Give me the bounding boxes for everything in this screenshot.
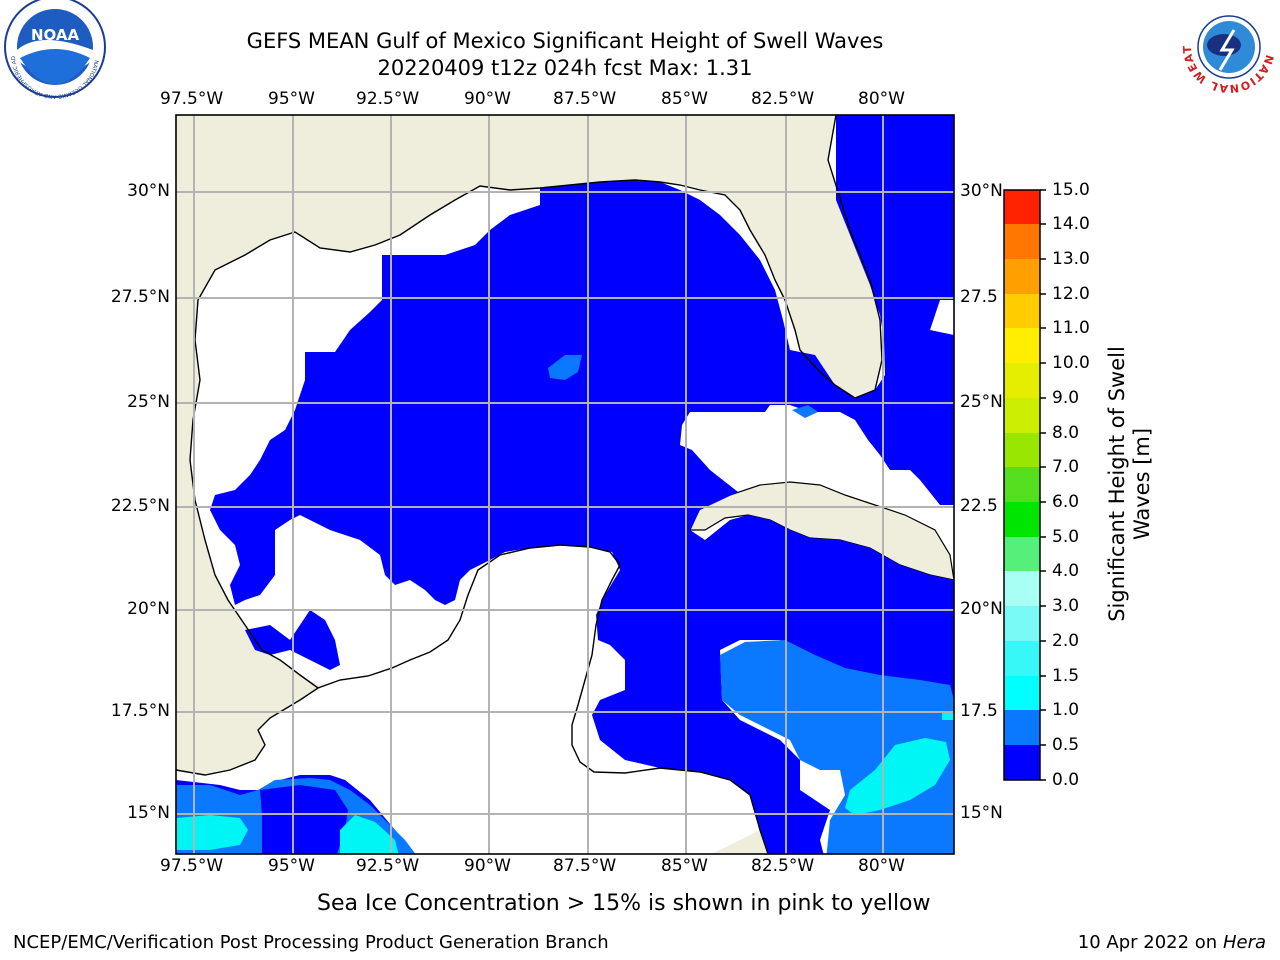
noaa-logo: NOAA NATIONAL OCEANIC AND ATMOSPHERIC AD… [0,0,106,99]
colorbar-tick: 14.0 [1052,214,1090,234]
lat-tick-right: 15°N [960,803,1003,823]
colorbar-tick: 0.0 [1052,770,1080,790]
svg-text:NATIONAL WEATHER SERVICE: NATIONAL WEATHER SERVICE [0,0,1276,95]
lon-tick-top: 87.5°W [553,89,617,109]
nws-logo: NATIONAL WEATHER SERVICE [0,0,1277,95]
lat-tick-left: 25°N [127,392,170,412]
colorbar-tick: 6.0 [1052,492,1080,512]
colorbar-tick: 2.0 [1052,631,1080,651]
colorbar-tick: 0.5 [1052,735,1080,755]
lon-tick-top: 90°W [464,89,511,109]
chart-subtitle: 20220409 t12z 024h fcst Max: 1.31 [377,56,753,80]
colorbar-tick: 3.0 [1052,596,1080,616]
colorbar-tick: 11.0 [1052,318,1090,338]
colorbar-tick: 13.0 [1052,249,1090,269]
lon-tick-bottom: 97.5°W [160,856,224,876]
colorbar-tick: 1.0 [1052,700,1080,720]
lon-tick-bottom: 95°W [268,856,315,876]
colorbar-tick: 4.0 [1052,561,1080,581]
footer-host: Hera [1222,932,1266,953]
colorbar [1003,189,1046,781]
map-panel [175,114,955,855]
colorbar-tick: 9.0 [1052,388,1080,408]
colorbar-tick: 5.0 [1052,527,1080,547]
lat-tick-right: 22.5 [960,496,998,516]
lon-tick-bottom: 85°W [661,856,708,876]
lat-tick-left: 22.5°N [110,496,170,516]
lat-tick-left: 15°N [127,803,170,823]
lon-tick-top: 82.5°W [751,89,815,109]
noaa-logo-text: NOAA [31,26,80,44]
lon-tick-top: 80°W [858,89,905,109]
colorbar-tick: 8.0 [1052,423,1080,443]
lon-tick-top: 95°W [268,89,315,109]
lat-tick-right: 27.5 [960,287,998,307]
footer-credit: NCEP/EMC/Verification Post Processing Pr… [13,932,609,953]
lat-tick-left: 20°N [127,599,170,619]
colorbar-tick: 12.0 [1052,284,1090,304]
lat-tick-left: 30°N [127,181,170,201]
lat-tick-right: 30°N [960,181,1003,201]
lon-tick-bottom: 90°W [464,856,511,876]
colorbar-tick: 1.5 [1052,666,1080,686]
lat-tick-right: 20°N [960,599,1003,619]
lon-tick-bottom: 92.5°W [356,856,420,876]
lon-tick-top: 85°W [661,89,708,109]
graticule [176,115,954,854]
colorbar-label: Significant Height of Swell Waves [m] [1105,346,1154,622]
lat-tick-left: 17.5°N [110,701,170,721]
lon-tick-bottom: 87.5°W [553,856,617,876]
colorbar-tick: 10.0 [1052,353,1090,373]
lon-tick-top: 92.5°W [356,89,420,109]
lat-tick-right: 17.5 [960,701,998,721]
lat-tick-left: 27.5°N [110,287,170,307]
lon-tick-top: 97.5°W [160,89,224,109]
chart-title: GEFS MEAN Gulf of Mexico Significant Hei… [246,29,884,53]
lat-tick-right: 25°N [960,392,1003,412]
colorbar-tick: 7.0 [1052,457,1080,477]
sea-ice-caption: Sea Ice Concentration > 15% is shown in … [317,891,931,916]
footer-date: 10 Apr 2022 on Hera [1077,932,1266,953]
lon-tick-bottom: 80°W [858,856,905,876]
colorbar-tick: 15.0 [1052,180,1090,200]
lon-tick-bottom: 82.5°W [751,856,815,876]
